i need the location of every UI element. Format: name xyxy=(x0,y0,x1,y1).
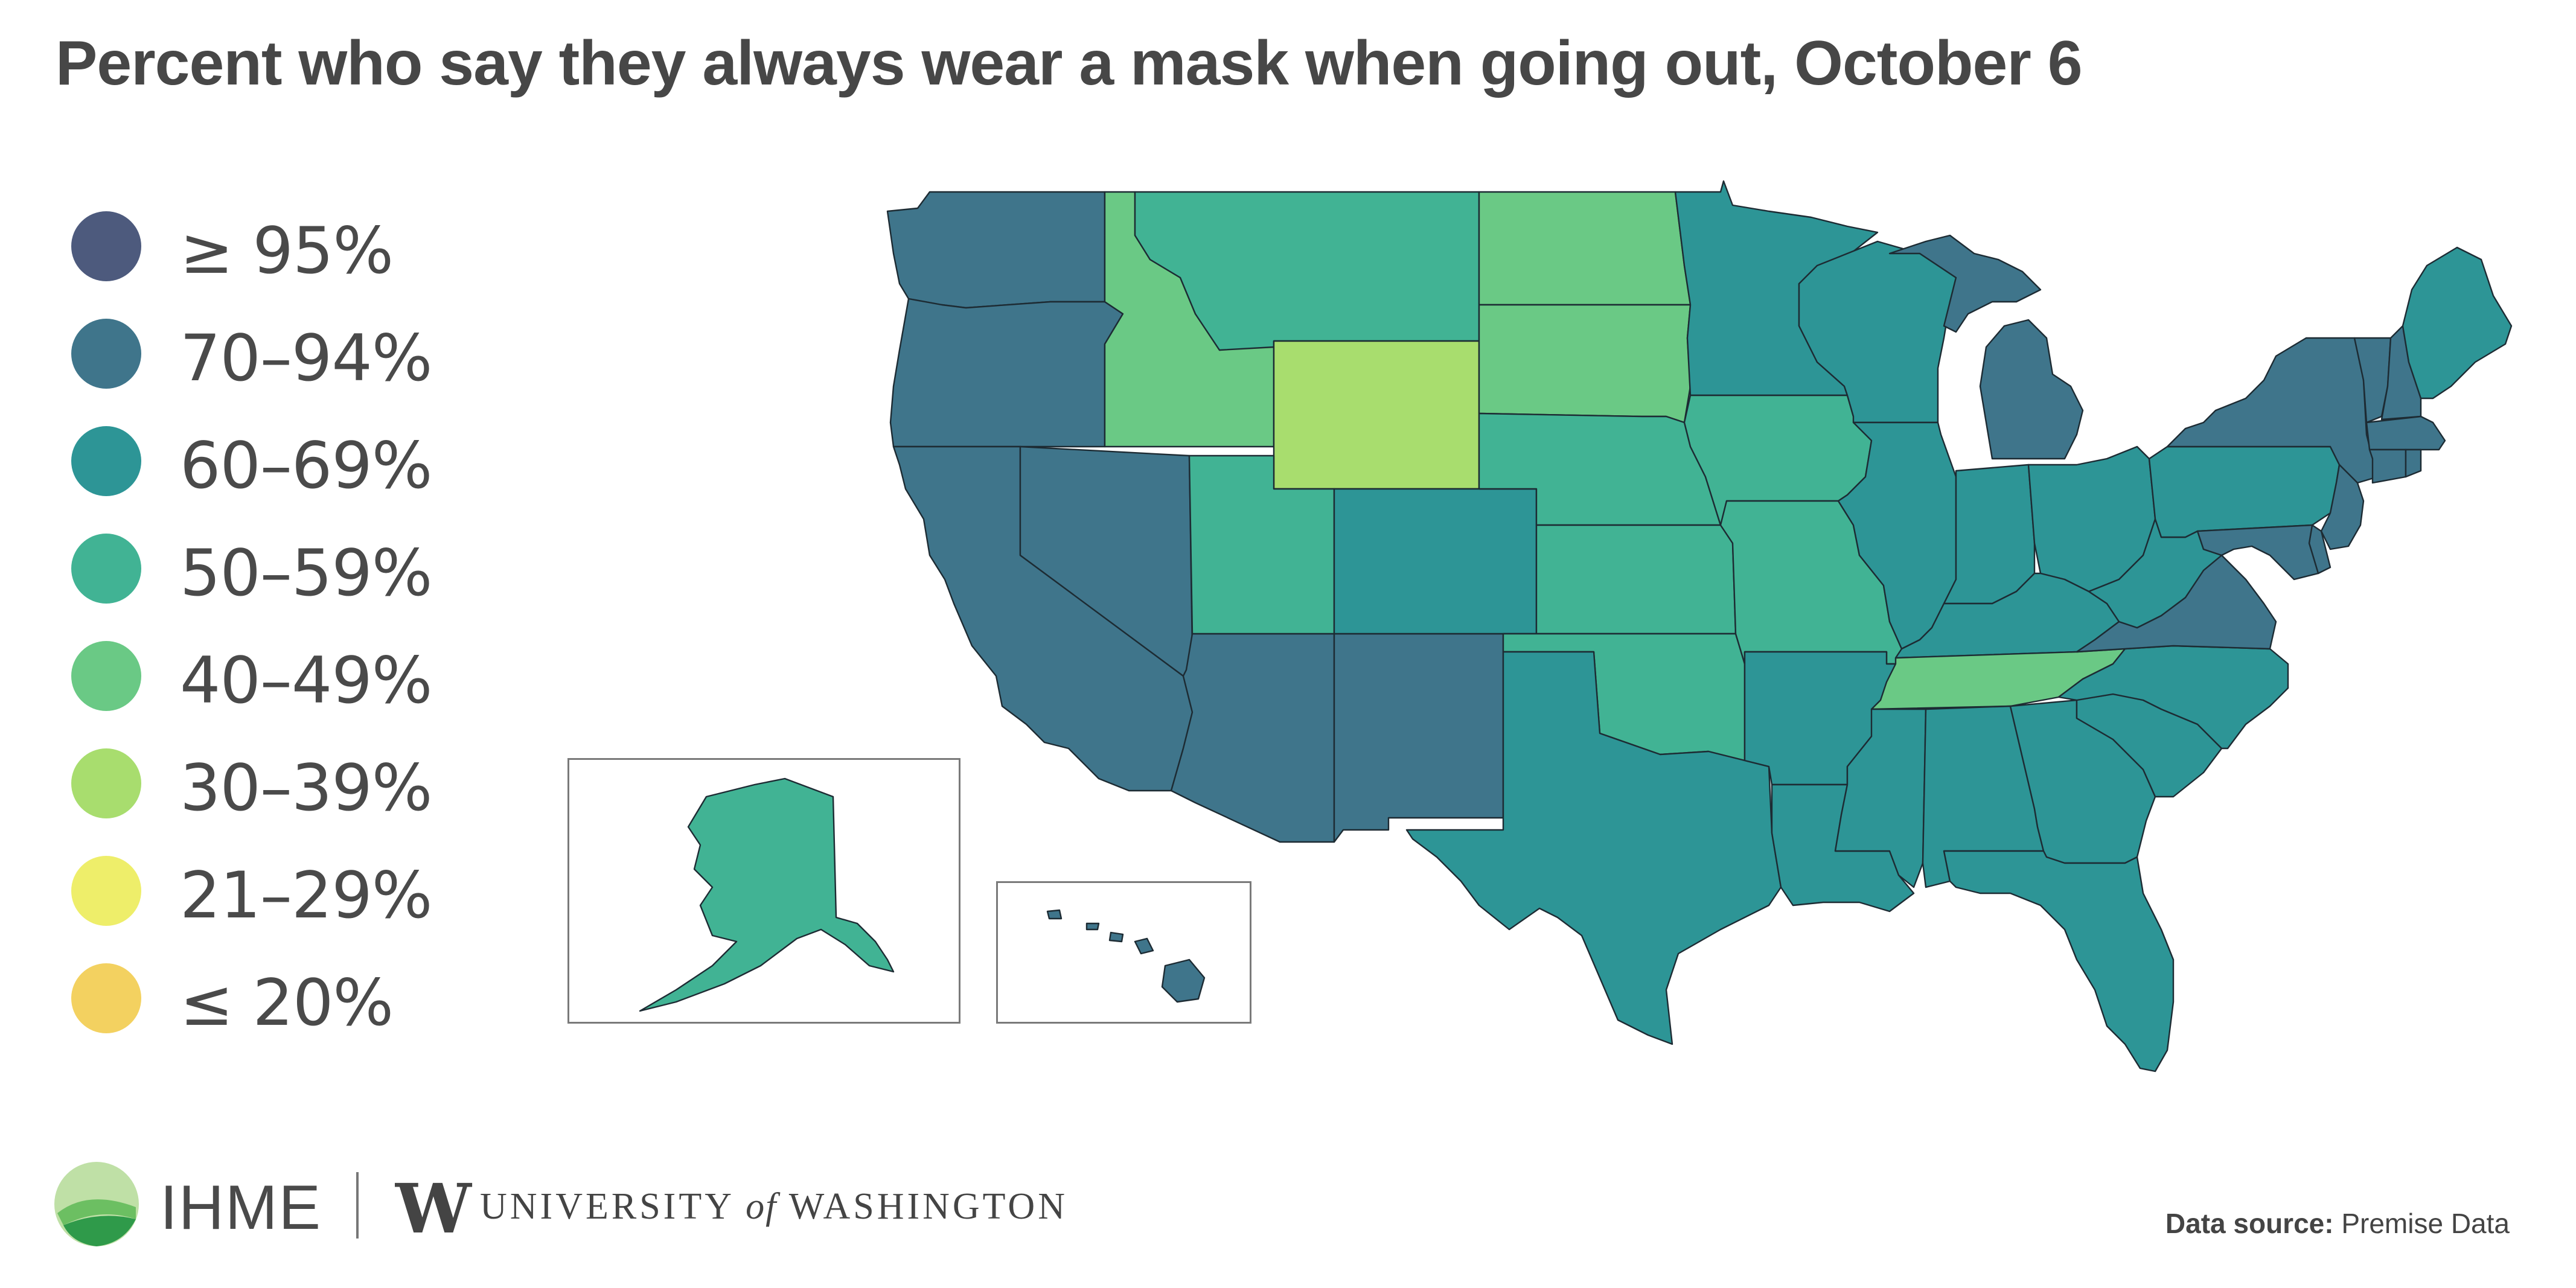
hawaii-inset-frame xyxy=(996,881,1251,1024)
uw-wordmark: UNIVERSITY of WASHINGTON xyxy=(480,1185,1068,1228)
legend-item: 60–69% xyxy=(71,426,464,503)
state-maryland xyxy=(2196,524,2319,581)
legend-label: 50–59% xyxy=(180,536,432,610)
legend-swatch xyxy=(71,963,141,1033)
state-wyoming xyxy=(1273,340,1480,490)
uw-wordmark-university: UNIVERSITY xyxy=(480,1186,733,1227)
legend-swatch xyxy=(71,211,141,281)
data-source: Data source: Premise Data xyxy=(2165,1207,2510,1240)
legend-item: ≤ 20% xyxy=(71,963,464,1040)
state-indiana xyxy=(1943,464,2036,605)
state-connecticut xyxy=(2368,448,2407,484)
legend-swatch xyxy=(71,426,141,496)
state-south-dakota xyxy=(1478,304,1692,424)
legend-label: ≥ 95% xyxy=(180,214,394,288)
legend-item: 30–39% xyxy=(71,748,464,825)
legend-item: 40–49% xyxy=(71,641,464,718)
legend-swatch xyxy=(71,534,141,604)
legend-swatch xyxy=(71,319,141,389)
state-arizona xyxy=(1170,633,1335,843)
data-source-value: Premise Data xyxy=(2341,1208,2510,1239)
legend-label: ≤ 20% xyxy=(180,966,394,1040)
legend-label: 70–94% xyxy=(180,321,432,395)
state-illinois xyxy=(1837,421,1957,650)
uw-wordmark-of: of xyxy=(746,1186,778,1227)
state-maine xyxy=(2402,246,2513,400)
state-pennsylvania xyxy=(2148,445,2341,538)
legend-swatch xyxy=(71,748,141,818)
state-oregon xyxy=(889,298,1124,448)
legend-label: 60–69% xyxy=(180,429,432,503)
state-washington xyxy=(886,191,1106,309)
legend-label: 21–29% xyxy=(180,858,432,933)
state-north-carolina xyxy=(2057,645,2289,750)
map-title: Percent who say they always wear a mask … xyxy=(56,28,2083,98)
legend-swatch xyxy=(71,856,141,926)
state-texas xyxy=(1405,651,1782,1045)
state-new-mexico xyxy=(1333,633,1504,843)
legend-swatch xyxy=(71,641,141,711)
logo-divider xyxy=(356,1172,359,1239)
state-florida xyxy=(1943,850,2175,1073)
ihme-wordmark: IHME xyxy=(160,1173,322,1243)
uw-wordmark-washington: WASHINGTON xyxy=(788,1186,1068,1227)
legend-item: 21–29% xyxy=(71,856,464,933)
state-rhode-island xyxy=(2405,448,2422,478)
legend-item: 50–59% xyxy=(71,534,464,610)
state-michigan xyxy=(1888,234,2084,460)
legend-label: 30–39% xyxy=(180,751,432,825)
legend-label: 40–49% xyxy=(180,643,432,718)
state-hawaii xyxy=(1046,909,1206,1003)
legend-item: ≥ 95% xyxy=(71,211,464,288)
legend-item: 70–94% xyxy=(71,319,464,395)
ihme-logo-icon xyxy=(54,1162,139,1246)
footer-logos: IHME W UNIVERSITY of WASHINGTON xyxy=(51,1159,1078,1249)
state-new-jersey xyxy=(2320,464,2365,550)
data-source-label: Data source: xyxy=(2165,1208,2334,1239)
uw-logo-icon: W xyxy=(395,1170,471,1249)
state-massachusetts xyxy=(2365,415,2446,451)
state-north-dakota xyxy=(1478,191,1692,306)
state-kansas xyxy=(1535,524,1737,635)
state-colorado xyxy=(1333,488,1538,635)
state-alaska xyxy=(639,777,895,1012)
